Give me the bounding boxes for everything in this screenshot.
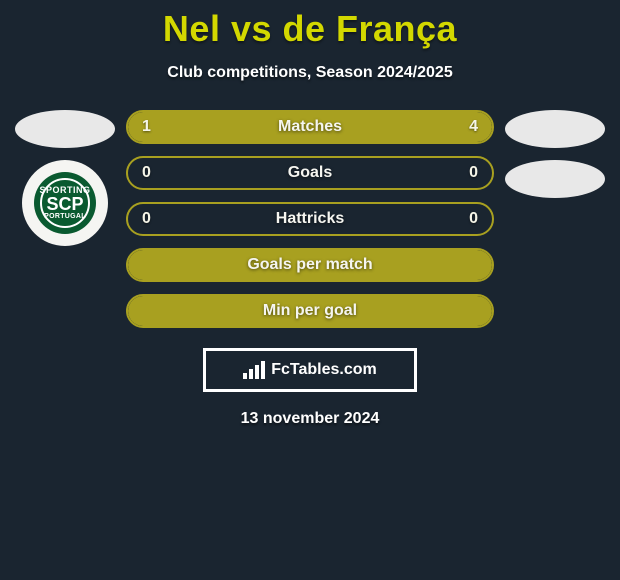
bar-label: Min per goal <box>263 302 357 320</box>
bar-value-left: 0 <box>142 210 151 228</box>
bar-value-left: 1 <box>142 118 151 136</box>
right-player-col <box>500 110 610 198</box>
bar-value-right: 0 <box>469 210 478 228</box>
club-badge-right <box>505 160 605 198</box>
bar-label: Goals <box>288 164 332 182</box>
bar-fill-left <box>128 112 201 142</box>
stat-bars-column: 1 4 Matches 0 0 Goals 0 0 Hattricks Goals per mat… <box>120 110 500 328</box>
badge-top-text: SPORTING <box>39 185 90 195</box>
badge-mid-text: SCP <box>46 195 83 213</box>
left-player-col: SPORTING SCP PORTUGAL <box>10 110 120 246</box>
main-row: SPORTING SCP PORTUGAL 14Matches00Goals00… <box>0 110 620 328</box>
brand-text: FcTables.com <box>271 361 377 379</box>
bar-label: Hattricks <box>276 210 344 228</box>
badge-bot-text: PORTUGAL <box>44 213 86 220</box>
bar-value-right: 4 <box>469 118 478 136</box>
brand-watermark: FcTables.com <box>203 348 417 392</box>
bar-label: Goals per match <box>247 256 372 274</box>
stat-bar: Min per goal <box>126 294 494 328</box>
stat-bar: 1 4 Matches <box>126 110 494 144</box>
date-label: 13 november 2024 <box>241 410 380 428</box>
page-title: Nel vs de França <box>163 8 457 50</box>
club-badge-left: SPORTING SCP PORTUGAL <box>22 160 108 246</box>
stat-bar: 0 0 Hattricks <box>126 202 494 236</box>
bar-fill-right <box>201 112 492 142</box>
bar-label: Matches <box>278 118 342 136</box>
page-subtitle: Club competitions, Season 2024/2025 <box>167 64 452 82</box>
player-avatar-right <box>505 110 605 148</box>
stat-bar: 0 0 Goals <box>126 156 494 190</box>
scp-badge-icon: SPORTING SCP PORTUGAL <box>34 172 96 234</box>
comparison-card: Nel vs de França Club competitions, Seas… <box>0 0 620 580</box>
bar-value-left: 0 <box>142 164 151 182</box>
bar-value-right: 0 <box>469 164 478 182</box>
stat-bar: Goals per match <box>126 248 494 282</box>
player-avatar-left <box>15 110 115 148</box>
bar-chart-icon <box>243 361 265 379</box>
